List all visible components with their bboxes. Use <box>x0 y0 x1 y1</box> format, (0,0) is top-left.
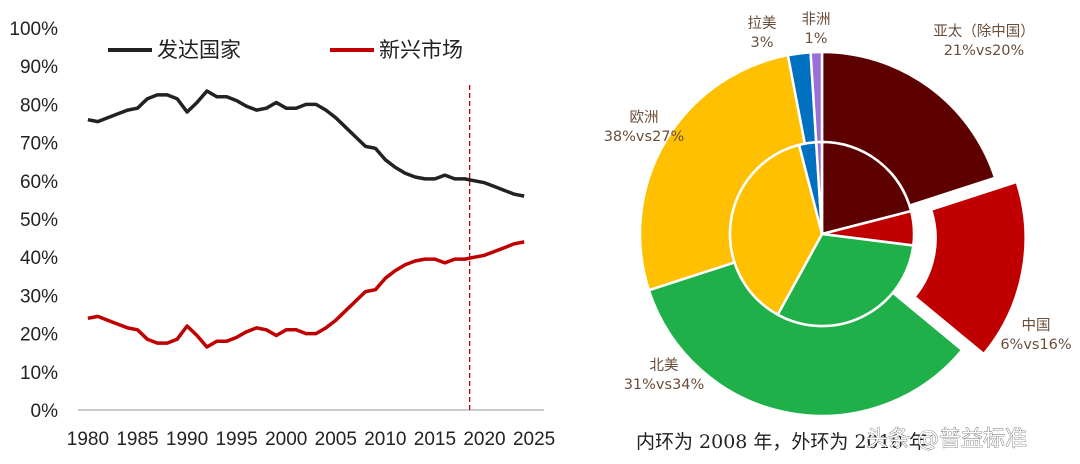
donut-slice-label: 31%vs34% <box>624 377 705 393</box>
inner-ring-segment <box>728 143 824 317</box>
x-tick-label: 2015 <box>414 429 456 450</box>
outer-ring-segment <box>912 180 1027 356</box>
watermark: 头条 @普益标准 <box>866 427 1027 452</box>
y-tick-label: 70% <box>20 134 58 155</box>
donut-slice-label: 21%vs20% <box>944 43 1025 59</box>
donut-slice-label: 3% <box>750 35 773 51</box>
y-tick-label: 60% <box>20 172 58 193</box>
x-tick-label: 2010 <box>364 429 406 450</box>
donut-slice-label: 拉美 <box>748 15 777 32</box>
donut-slice-label: 中国 <box>1022 317 1051 334</box>
y-tick-label: 0% <box>31 401 59 422</box>
x-tick-label: 1990 <box>166 429 208 450</box>
y-tick-label: 40% <box>20 248 58 269</box>
donut-caption: 内环为 2008 年，外环为 2018 年 <box>636 431 928 453</box>
donut-labels: 亚太（除中国） 21%vs20% 中国 6%vs16% 北美 31%vs34% 欧洲 38%v… <box>604 11 1072 393</box>
y-axis-tick-labels: 0% 10% 20% 30% 40% 50% 60% 70% 80% 90% 100% <box>9 19 58 422</box>
legend: 发达国家 新兴市场 <box>108 38 463 62</box>
legend-label-emerging: 新兴市场 <box>379 38 463 62</box>
x-tick-label: 2025 <box>513 429 555 450</box>
y-tick-label: 90% <box>20 57 58 78</box>
donut-slice-label: 6%vs16% <box>1000 337 1071 353</box>
legend-label-developed: 发达国家 <box>157 38 241 62</box>
series-lines <box>87 89 525 349</box>
x-tick-label: 1985 <box>116 429 158 450</box>
donut-slice-label: 38%vs27% <box>604 129 685 145</box>
inner-ring-segment <box>820 140 913 236</box>
inner-ring-segment <box>776 232 915 328</box>
y-tick-label: 100% <box>9 19 58 40</box>
series-line-emerging <box>87 240 525 349</box>
x-axis-tick-labels: 1980 1985 1990 1995 2000 2005 2010 2015 2020 2025 <box>67 429 555 450</box>
y-tick-label: 30% <box>20 286 58 307</box>
inner-ring-segment <box>814 140 824 235</box>
line-chart: 0%10%20%30%40%50%60%70%80%90%100% 1980 19… <box>9 19 555 450</box>
y-tick-label: 20% <box>20 325 58 346</box>
x-tick-label: 2005 <box>315 429 357 450</box>
donut-slice-label: 欧洲 <box>630 109 659 126</box>
x-tick-label: 2000 <box>265 429 307 450</box>
donut-chart: 亚太（除中国） 21%vs20% 中国 6%vs16% 北美 31%vs34% 欧洲 38%v… <box>604 11 1072 453</box>
y-tick-label: 10% <box>20 363 58 384</box>
donut-slice-label: 亚太（除中国） <box>933 23 1035 40</box>
y-tick-label: 80% <box>20 95 58 116</box>
x-tick-label: 1995 <box>215 429 257 450</box>
inner-ring-2008 <box>728 140 916 328</box>
donut-slice-label: 非洲 <box>802 11 831 28</box>
series-line-developed <box>87 89 525 198</box>
x-tick-label: 1980 <box>67 429 109 450</box>
y-tick-label: 50% <box>20 210 58 231</box>
x-tick-label: 2020 <box>463 429 505 450</box>
donut-slice-label: 1% <box>804 31 827 47</box>
donut-slice-label: 北美 <box>650 357 679 374</box>
